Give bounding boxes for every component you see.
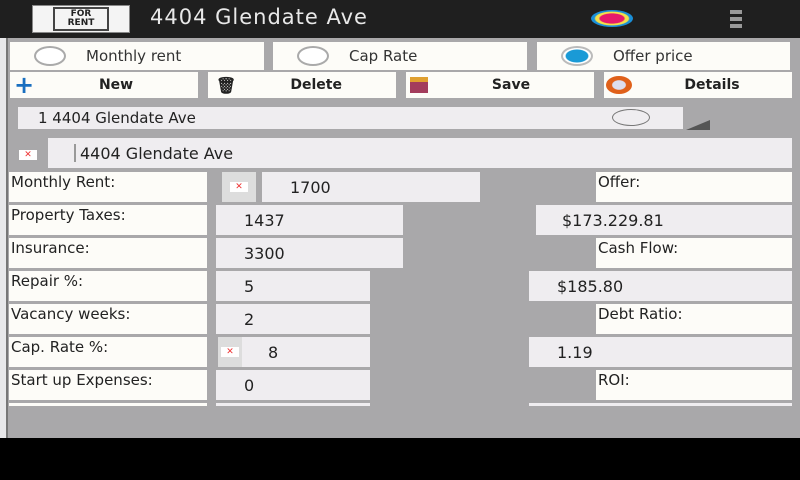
insurance-input[interactable]: 3300 — [216, 238, 403, 268]
spinner-dropdown-arrow[interactable] — [686, 120, 710, 130]
details-label: Details — [684, 77, 740, 93]
radio-offer-price[interactable]: Offer price — [537, 42, 790, 70]
roi-label: ROI: — [596, 370, 792, 400]
insurance-label: Insurance: — [9, 238, 207, 268]
property-taxes-input[interactable]: 1437 — [216, 205, 403, 235]
trash-icon: 🗑 — [216, 75, 237, 95]
cash-flow-value: $185.80 — [529, 271, 792, 301]
new-label: New — [98, 77, 134, 93]
broken-image-icon[interactable]: ✕ — [222, 172, 256, 202]
row-edge — [216, 403, 370, 406]
radio-monthly-rent[interactable]: Monthly rent — [10, 42, 264, 70]
cap-rate-label: Cap. Rate %: — [9, 337, 207, 367]
cash-flow-label: Cash Flow: — [596, 238, 792, 268]
monthly-rent-label: Monthly Rent: — [9, 172, 207, 202]
radio-label: Offer price — [613, 47, 693, 65]
offer-label: Offer: — [596, 172, 792, 202]
cursor — [74, 144, 76, 162]
floppy-disk-icon — [410, 77, 428, 93]
monthly-rent-input[interactable]: 1700 — [262, 172, 480, 202]
navigation-bar — [0, 438, 800, 480]
property-name-input[interactable]: 4404 Glendate Ave — [48, 138, 792, 168]
debt-ratio-label: Debt Ratio: — [596, 304, 792, 334]
plus-icon: + — [14, 71, 35, 99]
radio-label: Monthly rent — [86, 47, 182, 65]
new-button[interactable]: + New — [10, 72, 198, 98]
debt-ratio-value: 1.19 — [529, 337, 792, 367]
record-icon[interactable] — [591, 10, 633, 27]
vacancy-input[interactable]: 2 — [216, 304, 370, 334]
radio-cap-rate[interactable]: Cap Rate — [273, 42, 527, 70]
startup-input[interactable]: 0 — [216, 370, 370, 400]
spinner-value: 1 4404 Glendate Ave — [38, 109, 196, 127]
overflow-menu-icon[interactable] — [730, 10, 742, 28]
repair-input[interactable]: 5 — [216, 271, 370, 301]
radio-circle-selected — [561, 46, 593, 66]
radio-label: Cap Rate — [349, 47, 418, 65]
radio-circle — [612, 109, 650, 126]
delete-button[interactable]: 🗑 Delete — [208, 72, 396, 98]
title-bar — [0, 0, 800, 38]
property-taxes-label: Property Taxes: — [9, 205, 207, 235]
repair-label: Repair %: — [9, 271, 207, 301]
name-input-value: 4404 Glendate Ave — [80, 143, 234, 163]
house-icon: FOR RENT — [53, 7, 109, 31]
document-icon — [606, 76, 632, 94]
offer-value: $173.229.81 — [536, 205, 792, 235]
delete-label: Delete — [290, 77, 342, 93]
save-button[interactable]: Save — [406, 72, 594, 98]
vacancy-label: Vacancy weeks: — [9, 304, 207, 334]
for-rent-logo: FOR RENT — [32, 5, 130, 33]
broken-image-icon: ✕ — [14, 145, 42, 165]
radio-circle — [297, 46, 329, 66]
startup-label: Start up Expenses: — [9, 370, 207, 400]
details-button[interactable]: Details — [604, 72, 792, 98]
row-edge — [529, 403, 792, 406]
row-edge — [9, 403, 207, 406]
save-label: Save — [491, 77, 531, 93]
radio-circle — [34, 46, 66, 66]
page-title: 4404 Glendate Ave — [150, 5, 368, 29]
left-edge — [0, 38, 8, 438]
cap-rate-input[interactable]: 8 — [242, 337, 370, 367]
broken-image-icon[interactable]: ✕ — [218, 337, 242, 367]
property-spinner[interactable]: 1 4404 Glendate Ave — [18, 107, 683, 129]
